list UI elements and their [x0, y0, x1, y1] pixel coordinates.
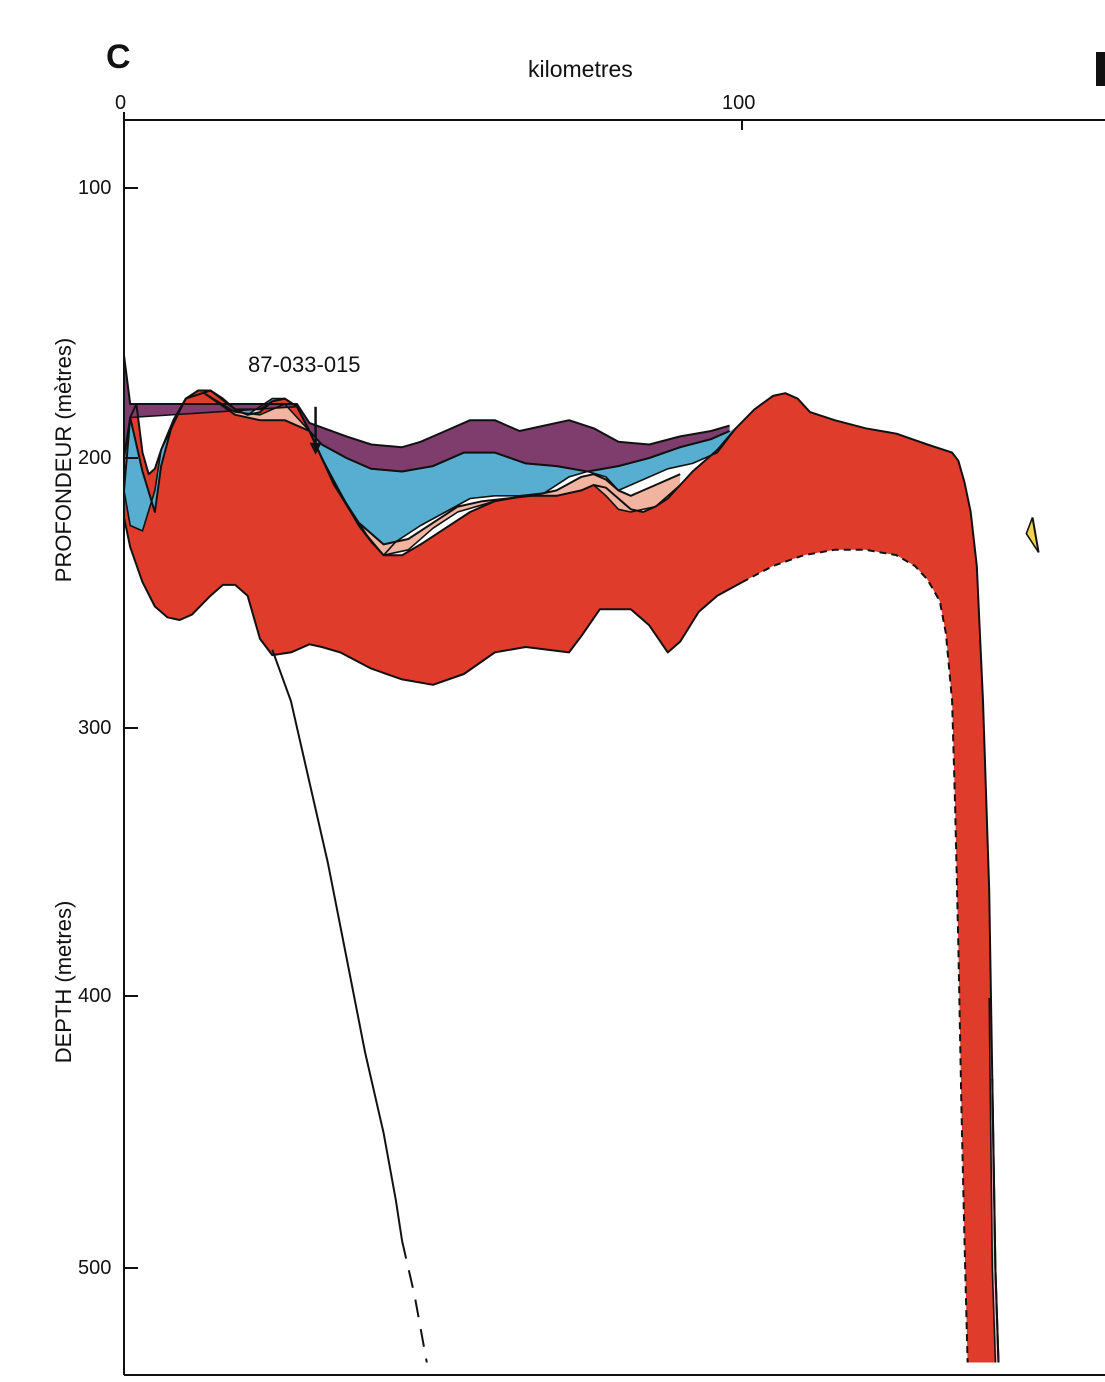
- panel-letter: C: [106, 38, 131, 76]
- y-tick-label-300: 300: [78, 717, 112, 739]
- station-arrow-head: [309, 442, 322, 455]
- x-tick-label-100: 100: [722, 92, 756, 114]
- layer-top-outline-lightpink-5: [991, 1078, 1000, 1363]
- layer-bottom-outline-purple-3: [123, 405, 730, 473]
- x-axis-title: kilometres: [528, 56, 633, 82]
- layer-outlines: [123, 355, 1040, 1363]
- layer-bottom-outline-pink-2: [203, 392, 681, 557]
- layer-bottom-outline-lightpink-5: [988, 997, 997, 1363]
- y-tick-label-400: 400: [78, 985, 112, 1007]
- layer-top-outline-pink-2: [203, 392, 681, 546]
- layer-purple-3: [124, 355, 730, 472]
- layer-top-outline-yellow-4: [1031, 517, 1040, 553]
- y-tick-label-500: 500: [78, 1257, 112, 1279]
- layer-bottom-dashed-outline-red-0: [741, 548, 969, 1363]
- y-tick-label-200: 200: [78, 447, 112, 469]
- y-tick-label-100: 100: [78, 177, 112, 199]
- layer-bottom-outline-yellow-4: [1025, 517, 1040, 553]
- sediment-layers: [124, 355, 1039, 1363]
- profile-lines: [271, 649, 428, 1363]
- profile-line-solid-0: [271, 649, 404, 1242]
- profile-line-dashed-1: [401, 1240, 428, 1363]
- layer-red-0: [124, 390, 999, 1363]
- adjacent-panel-letter-fragment: [1096, 52, 1105, 86]
- station-arrow: [309, 406, 322, 455]
- layer-bottom-outline-red-0: [123, 517, 743, 686]
- station-label: 87-033-015: [248, 352, 361, 377]
- layer-blue-1: [124, 390, 736, 556]
- x-tick-label-0: 0: [115, 92, 127, 114]
